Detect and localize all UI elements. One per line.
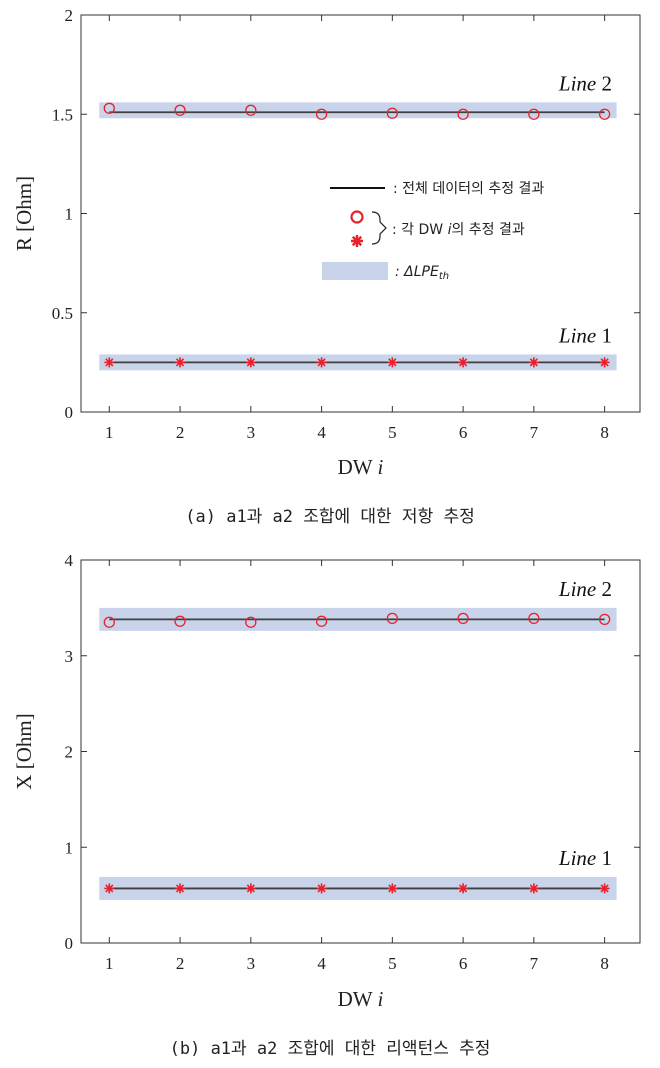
x-tick-label: 2 — [176, 423, 185, 442]
line-1-point — [458, 357, 469, 368]
legend: : 전체 데이터의 추정 결과 : 각 DW i의 추정 결과 : ΔLPEth — [322, 181, 544, 282]
y-axis-label: X [Ohm] — [12, 713, 36, 789]
line-2-point — [315, 615, 328, 627]
line-2-point — [528, 612, 540, 625]
line-1-point — [175, 883, 186, 894]
x-tick-label: 1 — [105, 423, 114, 442]
y-tick-label: 2 — [65, 6, 74, 25]
x-tick-label: 5 — [388, 423, 397, 442]
legend-line-label: : 전체 데이터의 추정 결과 — [393, 181, 544, 197]
line-2-point — [103, 616, 115, 628]
line-2-point — [386, 612, 398, 625]
figure-caption-b: (b) a1과 a2 조합에 대한 리액턴스 추정 — [170, 1039, 491, 1059]
x-tick-label: 6 — [459, 423, 468, 442]
x-axis-label: DW i — [338, 987, 384, 1011]
line-2-point — [457, 108, 469, 120]
x-tick-label: 8 — [600, 423, 609, 442]
line-2-threshold-band — [99, 102, 617, 119]
x-tick-label: 6 — [459, 954, 468, 973]
y-tick-label: 1 — [65, 205, 74, 224]
x-tick-label: 7 — [530, 423, 539, 442]
x-axis-label: DW i — [338, 455, 384, 479]
line-2-point — [103, 102, 115, 114]
line-2-point — [245, 104, 257, 116]
line-1-point — [104, 357, 115, 368]
line-2-label: Line 2 — [558, 71, 612, 95]
line-1-point — [316, 883, 327, 894]
y-tick-label: 0 — [65, 934, 74, 953]
line-2-point — [528, 108, 540, 120]
line-1-point — [175, 357, 186, 368]
legend-marker-label: : 각 DW i의 추정 결과 — [392, 222, 525, 238]
x-tick-label: 2 — [176, 954, 185, 973]
y-tick-label: 2 — [65, 743, 74, 762]
line-2-point — [598, 613, 611, 626]
y-tick-label: 0.5 — [52, 304, 73, 323]
x-tick-label: 1 — [105, 954, 114, 973]
y-tick-label: 3 — [65, 647, 74, 666]
line-1-point — [245, 883, 256, 894]
y-tick-label: 4 — [65, 551, 74, 570]
x-tick-label: 8 — [600, 954, 609, 973]
line-1-point — [599, 883, 610, 894]
line-1-point — [245, 357, 256, 368]
line-2-point — [457, 612, 469, 625]
figure-caption-a: (a) a1과 a2 조합에 대한 저항 추정 — [185, 507, 474, 527]
line-1-point — [387, 883, 398, 894]
line-2-point — [315, 108, 328, 120]
legend-circle-swatch — [350, 210, 364, 224]
line-2-point — [598, 108, 611, 120]
x-tick-label: 3 — [247, 954, 256, 973]
line-1-point — [599, 357, 610, 368]
line-1-label: Line 1 — [558, 846, 612, 870]
line-2-point — [386, 107, 398, 119]
x-tick-label: 4 — [317, 423, 326, 442]
line-1-label: Line 1 — [558, 323, 612, 347]
x-tick-label: 3 — [247, 423, 256, 442]
legend-band-label: : ΔLPEth — [395, 264, 449, 282]
legend-brace — [371, 211, 387, 245]
chart-panel-2: 0 1 2 3 4 1 2 3 4 5 6 7 8 DW i X [Ohm] Line 2 Line 1 (b) … — [12, 551, 641, 1059]
line-2-point — [174, 104, 186, 116]
line-1-point — [528, 883, 539, 894]
y-tick-label: 1.5 — [52, 105, 73, 124]
line-1-point — [458, 883, 469, 894]
line-2-point — [245, 616, 257, 628]
legend-star-swatch — [351, 235, 363, 247]
chart-panel-1: 0 0.5 1 1.5 2 1 2 3 4 5 6 7 8 DW i R [Ohm] Line 2 Line 1… — [12, 6, 641, 527]
line-1-point — [528, 357, 539, 368]
line-2-label: Line 2 — [558, 577, 612, 601]
legend-band-swatch — [322, 262, 388, 280]
x-tick-label: 7 — [530, 954, 539, 973]
y-axis-label: R [Ohm] — [12, 176, 36, 251]
line-2-point — [174, 615, 186, 627]
y-tick-label: 1 — [65, 838, 74, 857]
line-1-point — [104, 883, 115, 894]
x-tick-label: 4 — [317, 954, 326, 973]
x-tick-label: 5 — [388, 954, 397, 973]
line-1-point — [316, 357, 327, 368]
y-tick-label: 0 — [65, 403, 74, 422]
line-1-point — [387, 357, 398, 368]
